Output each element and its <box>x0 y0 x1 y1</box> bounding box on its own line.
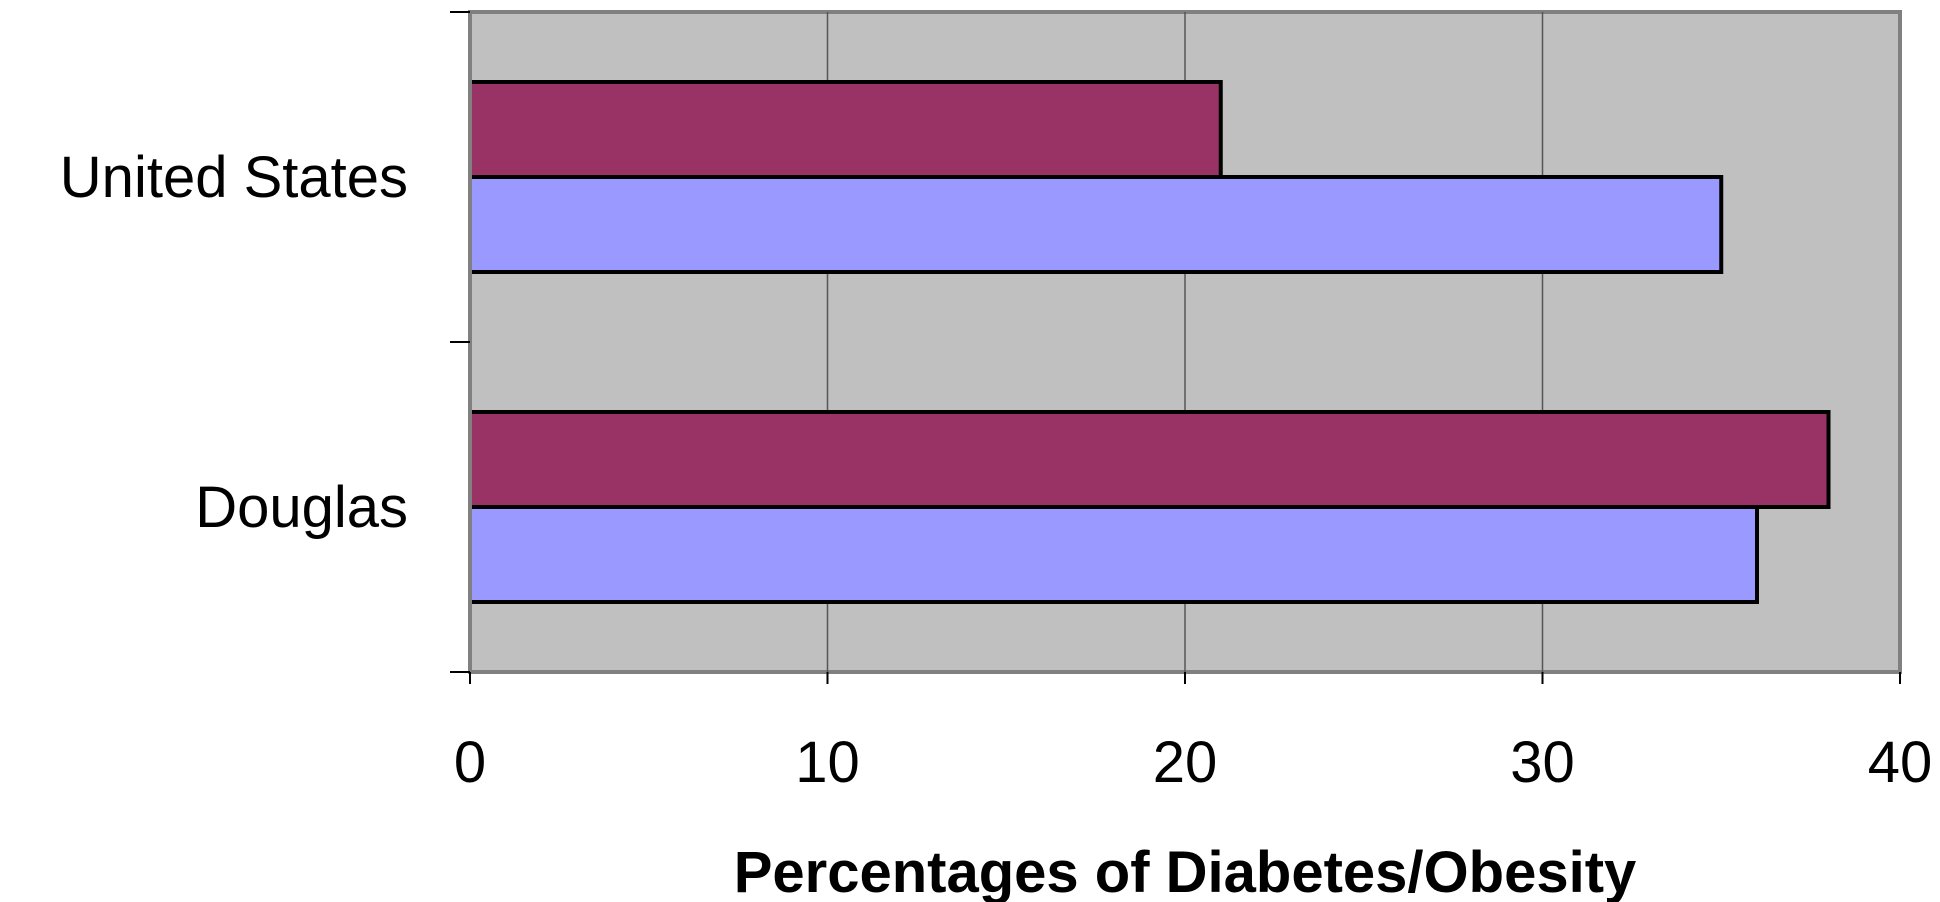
bars <box>468 80 1831 604</box>
bar <box>468 80 1223 179</box>
labels: 0 10 20 30 40 United States Douglas <box>60 145 1932 795</box>
x-tick-label: 30 <box>1510 730 1575 795</box>
bar <box>468 175 1724 274</box>
bar <box>468 505 1759 604</box>
x-tick-label: 0 <box>454 730 486 795</box>
category-label: Douglas <box>195 475 408 540</box>
x-tick-label: 10 <box>795 730 860 795</box>
x-tick-label: 40 <box>1868 730 1933 795</box>
x-tick-label: 20 <box>1153 730 1218 795</box>
x-axis-title: Percentages of Diabetes/Obesity <box>734 840 1637 902</box>
axes <box>450 11 1901 684</box>
bar <box>468 410 1831 509</box>
category-label: United States <box>60 145 408 210</box>
